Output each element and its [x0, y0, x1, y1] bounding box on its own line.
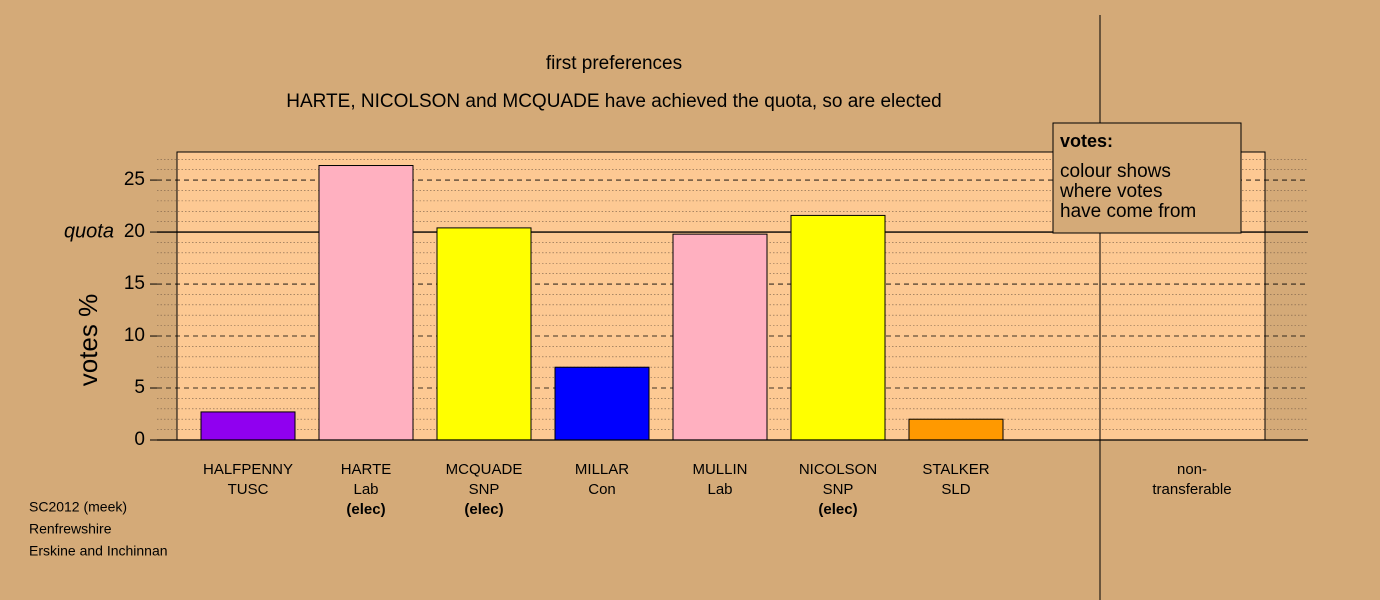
chart-subtitle: HARTE, NICOLSON and MCQUADE have achieve…: [286, 91, 941, 112]
x-tick-label: Lab: [707, 481, 732, 498]
x-tick-label: MULLIN: [692, 461, 747, 478]
quota-label: quota: [64, 220, 114, 242]
bar: [908, 418, 1004, 441]
bar: [790, 214, 886, 441]
x-tick-label: transferable: [1152, 481, 1231, 498]
x-tick-label: SNP: [469, 481, 500, 498]
y-tick-label: 20: [124, 221, 145, 242]
x-tick-label: TUSC: [228, 481, 269, 498]
legend-text: have come from: [1060, 201, 1196, 222]
legend-box: [1052, 122, 1242, 234]
y-tick-label: 5: [134, 377, 145, 398]
bar: [436, 227, 532, 441]
legend-text: where votes: [1059, 181, 1162, 202]
legend-title: votes:: [1060, 131, 1113, 151]
x-tick-label: HARTE: [341, 461, 392, 478]
x-tick-label: Lab: [353, 481, 378, 498]
x-tick-label: HALFPENNY: [203, 461, 293, 478]
x-tick-label: STALKER: [922, 461, 989, 478]
x-tick-label: MCQUADE: [446, 461, 523, 478]
x-tick-label: MILLAR: [575, 461, 629, 478]
y-tick-label: 15: [124, 273, 145, 294]
footer-text: Renfrewshire: [29, 521, 112, 537]
elected-note: (elec): [464, 501, 503, 518]
bar: [672, 233, 768, 441]
y-axis-label: votes %: [73, 294, 103, 387]
y-tick-label: 10: [124, 325, 145, 346]
y-tick-label: 0: [134, 429, 145, 450]
bar: [200, 411, 296, 441]
x-tick-label: SNP: [823, 481, 854, 498]
x-tick-label: Con: [588, 481, 616, 498]
x-tick-label: non-: [1177, 461, 1207, 478]
legend-text: colour shows: [1060, 161, 1171, 182]
elected-note: (elec): [346, 501, 385, 518]
x-tick-label: NICOLSON: [799, 461, 877, 478]
elected-note: (elec): [818, 501, 857, 518]
bar: [554, 366, 650, 441]
footer-text: SC2012 (meek): [29, 499, 127, 515]
chart-title: first preferences: [546, 53, 682, 74]
footer-text: Erskine and Inchinnan: [29, 543, 168, 559]
x-tick-label: SLD: [941, 481, 970, 498]
y-tick-label: 25: [124, 169, 145, 190]
bar: [318, 165, 414, 441]
